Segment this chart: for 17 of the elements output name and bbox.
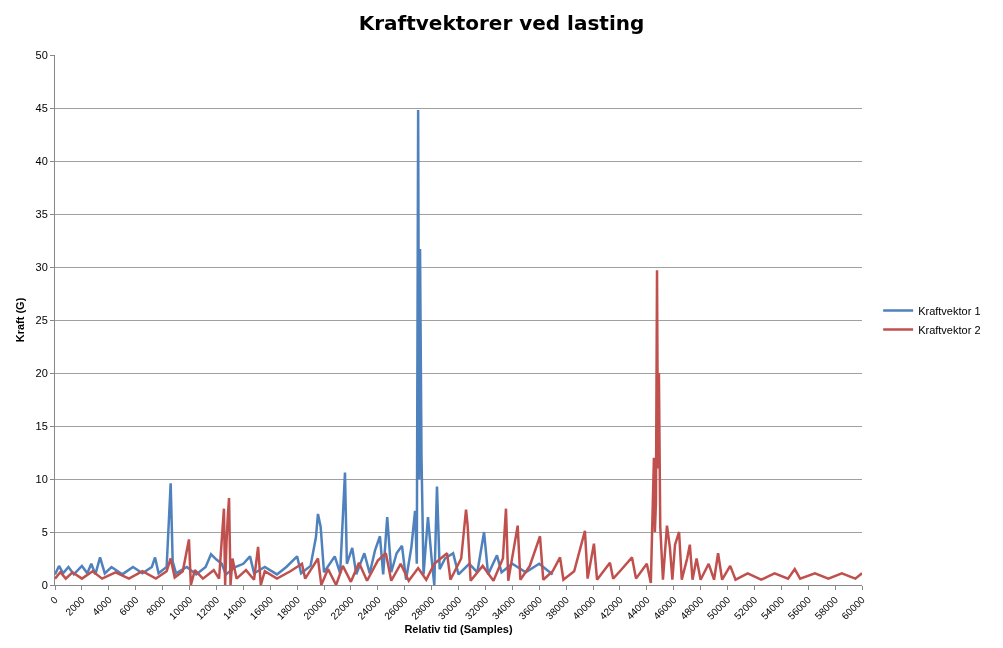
y-tick-label: 40	[35, 154, 48, 167]
y-tick-label: 35	[35, 207, 48, 220]
y-tick-label: 10	[35, 472, 48, 485]
y-axis-title: Kraft (G)	[14, 297, 27, 343]
y-tick-label: 45	[35, 101, 48, 114]
y-tick-label: 25	[35, 313, 48, 326]
x-axis-title: Relativ tid (Samples)	[404, 622, 513, 635]
y-tick-label: 30	[35, 260, 48, 273]
y-tick-label: 20	[35, 366, 48, 379]
y-tick-label: 50	[35, 48, 48, 61]
line-series	[55, 108, 554, 585]
y-tick-label: 15	[35, 419, 48, 432]
legend-label: Kraftvektor 1	[918, 304, 981, 317]
chart-title: Kraftvektorer ved lasting	[358, 11, 645, 36]
y-tick-label: 0	[41, 578, 48, 591]
y-tick-label: 5	[41, 525, 48, 538]
legend-label: Kraftvektor 2	[918, 323, 981, 336]
